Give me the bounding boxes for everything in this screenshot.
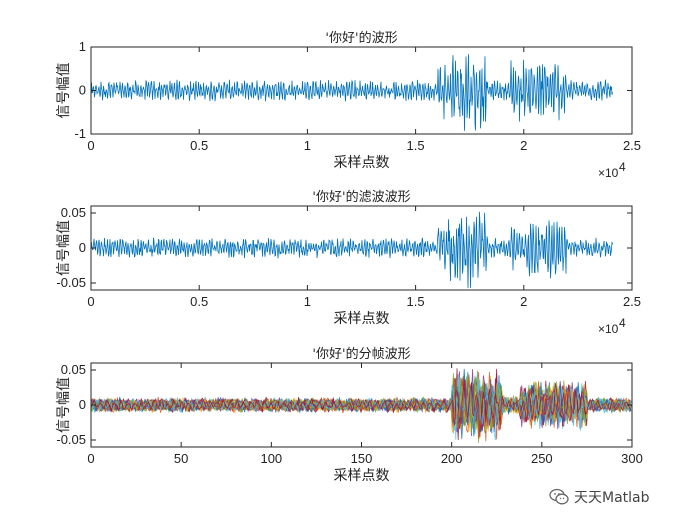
data-layer — [91, 211, 613, 289]
y-axis-label: 信号幅值 — [56, 377, 72, 433]
y-axis-label: 信号幅值 — [56, 63, 72, 119]
y-tick-label: -0.05 — [56, 432, 86, 447]
y-tick-label: -1 — [74, 126, 86, 141]
x-multiplier-exponent: 4 — [619, 160, 626, 174]
x-tick-label: 0.5 — [190, 138, 208, 153]
x-tick-label: 0 — [87, 451, 94, 466]
plot-area — [91, 47, 632, 134]
x-tick-label: 300 — [621, 451, 643, 466]
x-tick-label: 0 — [87, 138, 94, 153]
frame-line — [91, 380, 632, 438]
x-tick-label: 1 — [304, 138, 311, 153]
x-tick-label: 2 — [520, 294, 527, 309]
y-tick-label: 0.05 — [61, 362, 86, 377]
y-tick-label: -0.05 — [56, 275, 86, 290]
x-multiplier: ×10 — [598, 166, 619, 180]
chart-title: '你好'的滤波波形 — [312, 189, 410, 205]
x-tick-label: 2.5 — [623, 294, 641, 309]
chart-title: '你好'的分帧波形 — [312, 346, 410, 362]
waveform-line — [91, 211, 613, 289]
x-tick-label: 0 — [87, 294, 94, 309]
chart-title: '你好'的波形 — [325, 30, 397, 46]
x-tick-label: 100 — [260, 451, 282, 466]
y-tick-label: 0 — [79, 240, 86, 255]
y-tick-label: 1 — [79, 39, 86, 54]
x-tick-label: 2 — [520, 138, 527, 153]
x-tick-label: 0.5 — [190, 294, 208, 309]
x-axis-label: 采样点数 — [334, 468, 390, 484]
x-axis-label: 采样点数 — [334, 311, 390, 327]
x-tick-label: 150 — [351, 451, 373, 466]
frame-line — [91, 377, 632, 427]
y-tick-label: 0 — [79, 397, 86, 412]
x-multiplier: ×10 — [598, 322, 619, 336]
waveform-line — [91, 54, 613, 131]
x-tick-label: 1.5 — [407, 138, 425, 153]
x-multiplier-exponent: 4 — [619, 316, 626, 330]
wechat-icon — [549, 488, 569, 505]
chart-2: 0 0.5 1 1.5 2 2.5-0.0500.05'你好'的滤波波形采样点数信号幅值×… — [56, 189, 641, 336]
x-tick-label: 200 — [441, 451, 463, 466]
x-tick-label: 1.5 — [407, 294, 425, 309]
x-tick-label: 1 — [304, 294, 311, 309]
x-tick-label: 50 — [174, 451, 188, 466]
data-layer — [91, 368, 632, 443]
x-tick-label: 250 — [531, 451, 553, 466]
data-layer — [91, 54, 613, 131]
y-tick-label: 0.05 — [61, 205, 86, 220]
watermark-text: 天天Matlab — [574, 490, 650, 506]
chart-3: 0 50 100 150 200 250 300-0.0500.05'你好'的分帧波形采样点… — [56, 346, 643, 484]
watermark: 天天Matlab — [548, 486, 650, 508]
y-tick-label: 0 — [79, 83, 86, 98]
x-tick-label: 2.5 — [623, 138, 641, 153]
x-axis-label: 采样点数 — [334, 155, 390, 171]
y-axis-label: 信号幅值 — [56, 220, 72, 276]
